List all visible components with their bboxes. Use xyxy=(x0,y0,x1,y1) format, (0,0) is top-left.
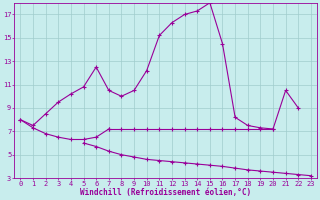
X-axis label: Windchill (Refroidissement éolien,°C): Windchill (Refroidissement éolien,°C) xyxy=(80,188,251,197)
